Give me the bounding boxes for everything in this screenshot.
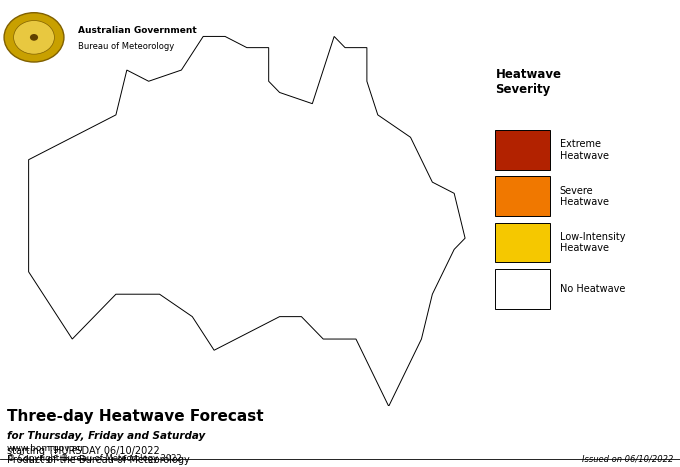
Text: Australian Government: Australian Government bbox=[78, 26, 197, 35]
Polygon shape bbox=[29, 36, 465, 406]
Bar bbox=[495, 130, 551, 170]
Text: © Copyright Bureau of Meteorology 2022: © Copyright Bureau of Meteorology 2022 bbox=[7, 454, 182, 463]
Bar bbox=[495, 269, 551, 309]
Circle shape bbox=[30, 34, 38, 41]
Text: Issued on 06/10/2022: Issued on 06/10/2022 bbox=[582, 454, 673, 463]
Circle shape bbox=[14, 21, 54, 54]
Bar bbox=[495, 176, 551, 216]
Text: No Heatwave: No Heatwave bbox=[560, 283, 625, 294]
Text: Three-day Heatwave Forecast: Three-day Heatwave Forecast bbox=[7, 409, 263, 424]
Text: Extreme
Heatwave: Extreme Heatwave bbox=[560, 139, 609, 161]
Circle shape bbox=[4, 13, 64, 62]
Text: Bureau of Meteorology: Bureau of Meteorology bbox=[78, 42, 175, 51]
Bar bbox=[495, 222, 551, 262]
Text: Low-Intensity
Heatwave: Low-Intensity Heatwave bbox=[560, 232, 625, 253]
Text: Severe
Heatwave: Severe Heatwave bbox=[560, 185, 609, 207]
Text: for Thursday, Friday and Saturday: for Thursday, Friday and Saturday bbox=[7, 431, 205, 441]
Text: www.bom.gov.au: www.bom.gov.au bbox=[7, 444, 84, 453]
Text: Product of the Bureau of Meteorology: Product of the Bureau of Meteorology bbox=[7, 455, 190, 465]
Text: Heatwave
Severity: Heatwave Severity bbox=[495, 68, 562, 96]
Text: starting THURSDAY 06/10/2022: starting THURSDAY 06/10/2022 bbox=[7, 446, 160, 456]
